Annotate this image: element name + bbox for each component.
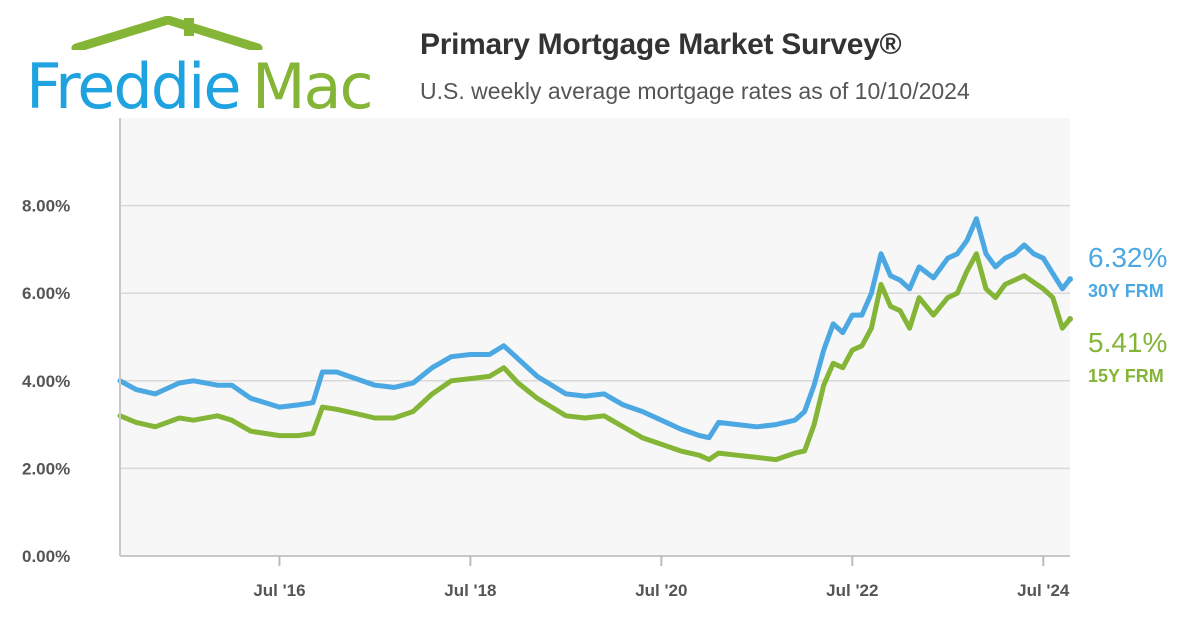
freddie-mac-logo: Freddie Mac [20,16,390,118]
plot-area [120,118,1070,556]
y-tick-label: 6.00% [22,284,70,303]
series-line-15y-frm [117,251,1073,463]
chart-subtitle: U.S. weekly average mortgage rates as of… [420,78,970,104]
y-tick-label: 0.00% [22,547,70,566]
house-roof-icon [71,16,263,50]
x-tick-label: Jul '24 [1017,581,1070,600]
series-end-point [1067,316,1073,323]
y-tick-label: 2.00% [22,459,70,478]
series-end-name: 30Y FRM [1088,281,1164,301]
plot-background [120,118,1070,556]
series-end-name: 15Y FRM [1088,366,1164,386]
axes [119,118,1070,566]
x-tick-label: Jul '22 [826,581,878,600]
logo-word-mac: Mac [252,50,374,123]
labels: 0.00% 2.00% 4.00% 6.00% 8.00% Jul '16 Jul '18 J… [22,197,1167,600]
series-end-point [1067,276,1073,283]
y-tick-label: 4.00% [22,372,70,391]
y-tick-label: 8.00% [22,197,70,216]
series-end-value: 6.32% [1088,242,1167,273]
grid-lines [120,204,1070,470]
logo-word-freddie: Freddie [26,50,242,123]
chart-title: Primary Mortgage Market Survey® [420,28,902,61]
series-end-value: 5.41% [1088,327,1167,358]
x-tick-label: Jul '20 [635,581,687,600]
x-tick-label: Jul '18 [444,581,496,600]
series-lines [117,216,1073,463]
series-line-30y-frm [117,216,1073,441]
x-tick-label: Jul '16 [253,581,305,600]
